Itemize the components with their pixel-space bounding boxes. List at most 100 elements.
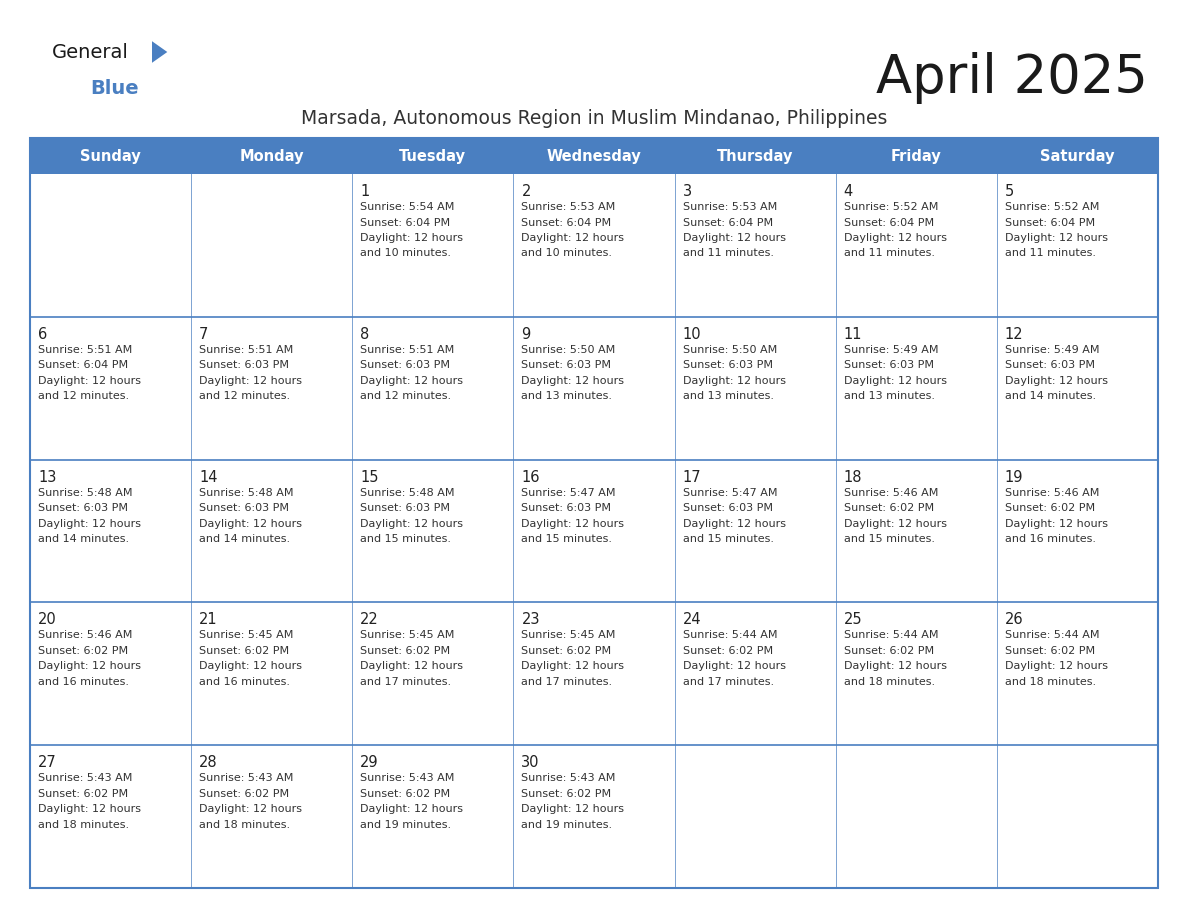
Text: and 16 minutes.: and 16 minutes.	[1005, 534, 1095, 544]
Text: Sunset: 6:02 PM: Sunset: 6:02 PM	[843, 503, 934, 513]
Text: Daylight: 12 hours: Daylight: 12 hours	[1005, 519, 1108, 529]
Text: Sunrise: 5:47 AM: Sunrise: 5:47 AM	[683, 487, 777, 498]
Text: Daylight: 12 hours: Daylight: 12 hours	[38, 804, 141, 814]
Text: 9: 9	[522, 327, 531, 341]
Text: Sunrise: 5:45 AM: Sunrise: 5:45 AM	[200, 631, 293, 641]
Text: Sunset: 6:04 PM: Sunset: 6:04 PM	[522, 218, 612, 228]
Text: Sunrise: 5:43 AM: Sunrise: 5:43 AM	[200, 773, 293, 783]
Bar	[191, 745, 353, 888]
Text: 4: 4	[843, 184, 853, 199]
Text: Sunrise: 5:48 AM: Sunrise: 5:48 AM	[360, 487, 455, 498]
Text: and 19 minutes.: and 19 minutes.	[522, 820, 613, 830]
Text: 28: 28	[200, 756, 217, 770]
Bar	[353, 460, 513, 602]
Text: Daylight: 12 hours: Daylight: 12 hours	[200, 661, 302, 671]
Text: Sunset: 6:02 PM: Sunset: 6:02 PM	[522, 646, 612, 655]
Bar	[835, 174, 997, 317]
Bar	[675, 138, 835, 174]
Text: Daylight: 12 hours: Daylight: 12 hours	[843, 519, 947, 529]
Text: and 10 minutes.: and 10 minutes.	[522, 249, 613, 259]
Bar	[675, 460, 835, 602]
Text: Sunrise: 5:49 AM: Sunrise: 5:49 AM	[843, 345, 939, 354]
Text: 8: 8	[360, 327, 369, 341]
Text: and 18 minutes.: and 18 minutes.	[1005, 677, 1097, 687]
Text: Daylight: 12 hours: Daylight: 12 hours	[683, 519, 785, 529]
Bar	[513, 745, 675, 888]
Bar	[675, 745, 835, 888]
Text: Sunrise: 5:51 AM: Sunrise: 5:51 AM	[200, 345, 293, 354]
Text: Daylight: 12 hours: Daylight: 12 hours	[1005, 233, 1108, 243]
Text: and 16 minutes.: and 16 minutes.	[38, 677, 129, 687]
Text: Thursday: Thursday	[716, 149, 794, 163]
Text: General: General	[52, 42, 128, 62]
Text: Daylight: 12 hours: Daylight: 12 hours	[360, 233, 463, 243]
Text: and 12 minutes.: and 12 minutes.	[360, 391, 451, 401]
Text: and 14 minutes.: and 14 minutes.	[1005, 391, 1097, 401]
Text: Sunrise: 5:46 AM: Sunrise: 5:46 AM	[38, 631, 132, 641]
Text: Daylight: 12 hours: Daylight: 12 hours	[38, 661, 141, 671]
Bar	[30, 138, 1158, 888]
Text: Sunrise: 5:47 AM: Sunrise: 5:47 AM	[522, 487, 615, 498]
Text: and 15 minutes.: and 15 minutes.	[683, 534, 773, 544]
Text: 15: 15	[360, 470, 379, 485]
Text: Sunset: 6:04 PM: Sunset: 6:04 PM	[683, 218, 772, 228]
Text: and 15 minutes.: and 15 minutes.	[522, 534, 613, 544]
Text: Daylight: 12 hours: Daylight: 12 hours	[522, 519, 625, 529]
Bar	[997, 602, 1158, 745]
Bar	[513, 138, 675, 174]
Text: Daylight: 12 hours: Daylight: 12 hours	[360, 375, 463, 386]
Text: 27: 27	[38, 756, 57, 770]
Bar	[997, 174, 1158, 317]
Bar	[675, 602, 835, 745]
Text: Sunrise: 5:44 AM: Sunrise: 5:44 AM	[683, 631, 777, 641]
Bar	[30, 174, 191, 317]
Bar	[997, 138, 1158, 174]
Bar	[191, 138, 353, 174]
Bar	[997, 317, 1158, 460]
Text: and 10 minutes.: and 10 minutes.	[360, 249, 451, 259]
Bar	[835, 602, 997, 745]
Text: and 14 minutes.: and 14 minutes.	[200, 534, 290, 544]
Bar	[30, 138, 191, 174]
Text: Sunrise: 5:51 AM: Sunrise: 5:51 AM	[38, 345, 132, 354]
Text: 25: 25	[843, 612, 862, 627]
Text: 5: 5	[1005, 184, 1015, 199]
Text: and 13 minutes.: and 13 minutes.	[522, 391, 613, 401]
Bar	[353, 317, 513, 460]
Text: Daylight: 12 hours: Daylight: 12 hours	[683, 375, 785, 386]
Text: Sunset: 6:02 PM: Sunset: 6:02 PM	[683, 646, 772, 655]
Text: Daylight: 12 hours: Daylight: 12 hours	[360, 661, 463, 671]
Text: Daylight: 12 hours: Daylight: 12 hours	[360, 519, 463, 529]
Bar	[30, 460, 191, 602]
Bar	[835, 460, 997, 602]
Text: Sunset: 6:02 PM: Sunset: 6:02 PM	[1005, 646, 1095, 655]
Text: Sunrise: 5:48 AM: Sunrise: 5:48 AM	[38, 487, 133, 498]
Text: Daylight: 12 hours: Daylight: 12 hours	[683, 233, 785, 243]
Text: Sunrise: 5:43 AM: Sunrise: 5:43 AM	[38, 773, 132, 783]
Bar	[30, 317, 191, 460]
Text: and 11 minutes.: and 11 minutes.	[683, 249, 773, 259]
Text: Friday: Friday	[891, 149, 942, 163]
Text: 17: 17	[683, 470, 701, 485]
Text: Sunset: 6:03 PM: Sunset: 6:03 PM	[843, 360, 934, 370]
Text: Sunset: 6:03 PM: Sunset: 6:03 PM	[200, 360, 289, 370]
Text: 2: 2	[522, 184, 531, 199]
Text: 12: 12	[1005, 327, 1024, 341]
Text: Sunday: Sunday	[81, 149, 141, 163]
Text: Sunset: 6:02 PM: Sunset: 6:02 PM	[38, 789, 128, 799]
Text: Tuesday: Tuesday	[399, 149, 467, 163]
Text: Sunset: 6:02 PM: Sunset: 6:02 PM	[843, 646, 934, 655]
Text: Sunset: 6:03 PM: Sunset: 6:03 PM	[360, 503, 450, 513]
Text: Sunrise: 5:50 AM: Sunrise: 5:50 AM	[683, 345, 777, 354]
Bar	[353, 745, 513, 888]
Text: and 14 minutes.: and 14 minutes.	[38, 534, 129, 544]
Bar	[191, 460, 353, 602]
Text: Sunset: 6:02 PM: Sunset: 6:02 PM	[360, 789, 450, 799]
Text: 6: 6	[38, 327, 48, 341]
Text: and 19 minutes.: and 19 minutes.	[360, 820, 451, 830]
Text: Daylight: 12 hours: Daylight: 12 hours	[843, 661, 947, 671]
Text: and 18 minutes.: and 18 minutes.	[843, 677, 935, 687]
Bar	[675, 174, 835, 317]
Text: 30: 30	[522, 756, 539, 770]
Text: Sunrise: 5:46 AM: Sunrise: 5:46 AM	[1005, 487, 1099, 498]
